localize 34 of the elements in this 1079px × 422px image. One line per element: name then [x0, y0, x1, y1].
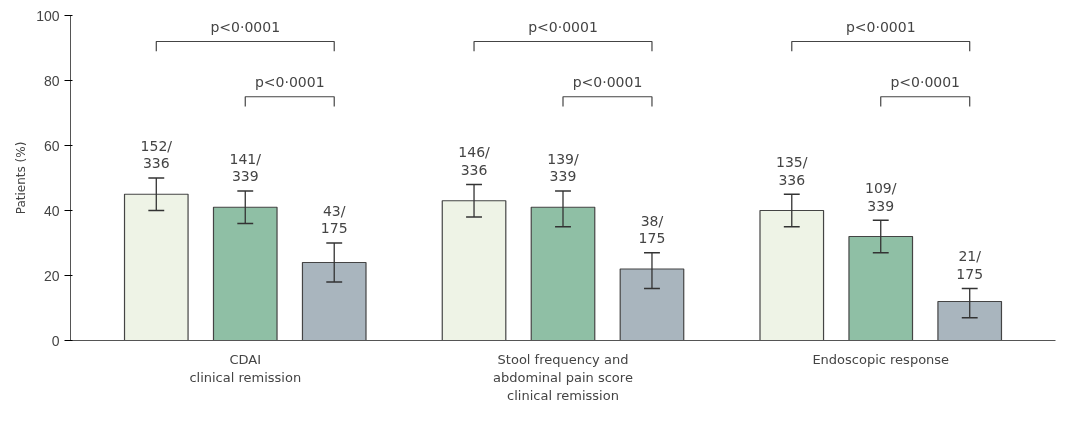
data-label: 109/ 339	[865, 180, 897, 214]
annotation: p<0·0001	[210, 19, 281, 35]
bar	[530, 206, 596, 341]
data-label: 152/ 336	[140, 137, 173, 172]
y-tick-label: 80	[43, 72, 60, 89]
y-tick-label: 20	[43, 267, 60, 284]
data-label: 139/ 339	[547, 150, 579, 185]
bar	[619, 268, 685, 341]
y-tick-label: 60	[43, 137, 60, 154]
data-label: 43/ 175	[320, 202, 348, 237]
data-label: 146/ 336	[458, 144, 491, 178]
x-tick-label: Stool frequency and abdominal pain score clinical remission	[493, 351, 633, 403]
bar	[212, 206, 278, 341]
data-label: 21/ 175	[956, 248, 984, 282]
bar	[301, 261, 367, 341]
y-axis-title: Patients (%)	[14, 141, 29, 215]
bar	[759, 209, 825, 341]
annotation: p<0·0001	[890, 74, 961, 91]
y-tick-label: 40	[43, 202, 60, 219]
y-tick-label: 100	[36, 7, 60, 24]
bar	[848, 235, 914, 341]
data-label: 135/ 336	[776, 154, 808, 188]
bar	[441, 200, 507, 341]
annotation: p<0·0001	[845, 19, 916, 35]
y-tick-label: 0	[51, 332, 60, 349]
bar	[937, 300, 1003, 341]
bar	[123, 193, 189, 341]
annotation: p<0·0001	[572, 74, 643, 91]
annotation: p<0·0001	[254, 74, 325, 91]
annotation: p<0·0001	[528, 19, 598, 35]
x-tick-label: Endoscopic response	[812, 351, 950, 367]
x-tick-label: CDAI clinical remission	[189, 351, 302, 385]
data-label: 141/ 339	[229, 150, 262, 185]
data-label: 38/ 175	[638, 212, 666, 247]
